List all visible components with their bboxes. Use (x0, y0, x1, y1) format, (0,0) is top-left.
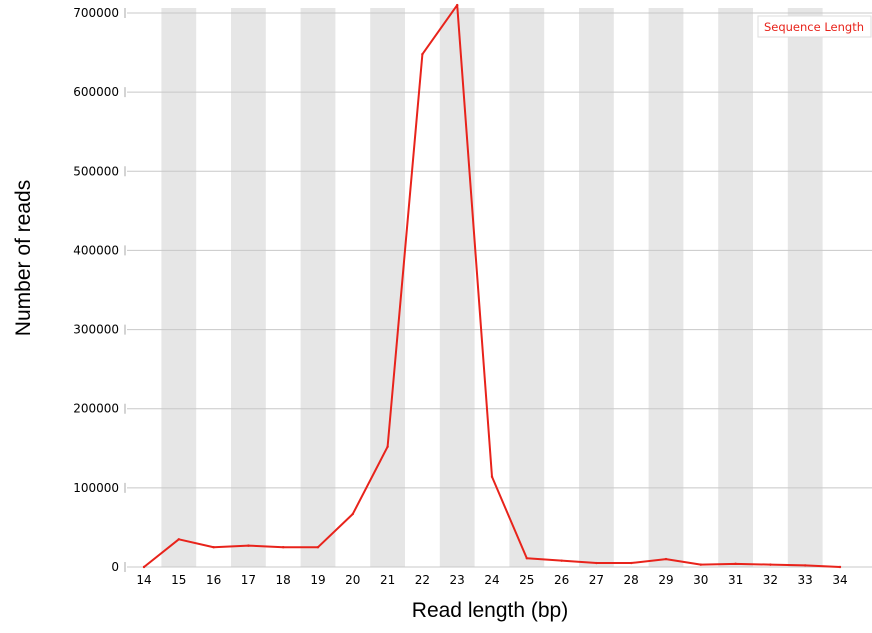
column-band (161, 8, 197, 567)
x-tick-label: 33 (798, 573, 813, 587)
data-point (282, 546, 285, 549)
x-tick-label: 15 (171, 573, 186, 587)
data-point (664, 557, 668, 561)
data-point (769, 563, 772, 566)
column-band (509, 8, 545, 567)
data-point (421, 52, 424, 56)
column-band (231, 8, 266, 567)
x-tick-label: 32 (763, 573, 778, 587)
data-point (351, 512, 354, 516)
data-point (247, 544, 250, 547)
y-tick-label: 0 (111, 560, 119, 574)
x-tick-label: 30 (693, 573, 708, 587)
column-band (648, 8, 684, 567)
y-tick-label: 100000 (73, 481, 119, 495)
x-tick-label: 19 (310, 573, 325, 587)
data-point (456, 3, 459, 7)
data-point (630, 561, 633, 565)
data-point (525, 557, 528, 560)
data-point (386, 445, 389, 448)
x-tick-label: 28 (624, 573, 639, 587)
x-tick-label: 20 (345, 573, 360, 587)
data-point (595, 561, 598, 565)
column-band (300, 8, 336, 567)
x-tick-label: 29 (658, 573, 673, 587)
horizontal-gridlines (127, 12, 872, 489)
y-tick-label: 500000 (73, 164, 119, 178)
x-tick-label: 21 (380, 573, 395, 587)
data-point (177, 538, 180, 541)
x-tick-label: 23 (450, 573, 465, 587)
x-tick-label: 14 (136, 573, 151, 587)
data-point (316, 546, 320, 549)
x-tick-label: 18 (276, 573, 291, 587)
data-point (804, 564, 807, 567)
legend: Sequence Length (757, 15, 872, 38)
x-tick-label: 16 (206, 573, 221, 587)
data-point (560, 559, 563, 562)
x-tick-label: 34 (832, 573, 847, 587)
column-band (439, 8, 475, 567)
data-point (490, 475, 494, 478)
x-tick-label: 17 (241, 573, 256, 587)
x-tick-label: 27 (589, 573, 604, 587)
data-point (699, 563, 702, 566)
y-tick-label: 200000 (73, 402, 119, 416)
y-axis: 0 100000 200000 300000 400000 500000 600000 700… (73, 6, 126, 574)
x-axis: 14 15 16 17 18 19 20 21 22 23 24 25 26 27 28 29 30 31 32 33… (127, 566, 872, 587)
x-tick-label: 24 (484, 573, 499, 587)
y-tick-label: 700000 (73, 6, 119, 20)
legend-box (757, 15, 872, 38)
legend-series-label: Sequence Length (764, 20, 864, 34)
x-tick-label: 31 (728, 573, 743, 587)
y-tick-label: 600000 (73, 85, 119, 99)
data-point (142, 565, 146, 569)
data-point (212, 546, 215, 549)
x-tick-label: 22 (415, 573, 430, 587)
series-layer (142, 3, 842, 569)
x-tick-label: 26 (554, 573, 569, 587)
x-axis-title: Read length (bp) (412, 599, 568, 622)
column-band (579, 8, 614, 567)
alternating-column-bands (161, 8, 823, 567)
y-tick-label: 400000 (73, 243, 119, 257)
data-point (838, 565, 842, 569)
y-axis-title: Number of reads (12, 180, 35, 336)
y-tick-label: 300000 (73, 323, 119, 337)
x-tick-label: 25 (519, 573, 534, 587)
column-band (718, 8, 753, 567)
column-band (787, 8, 823, 567)
data-point (734, 562, 737, 566)
column-band (370, 8, 405, 567)
